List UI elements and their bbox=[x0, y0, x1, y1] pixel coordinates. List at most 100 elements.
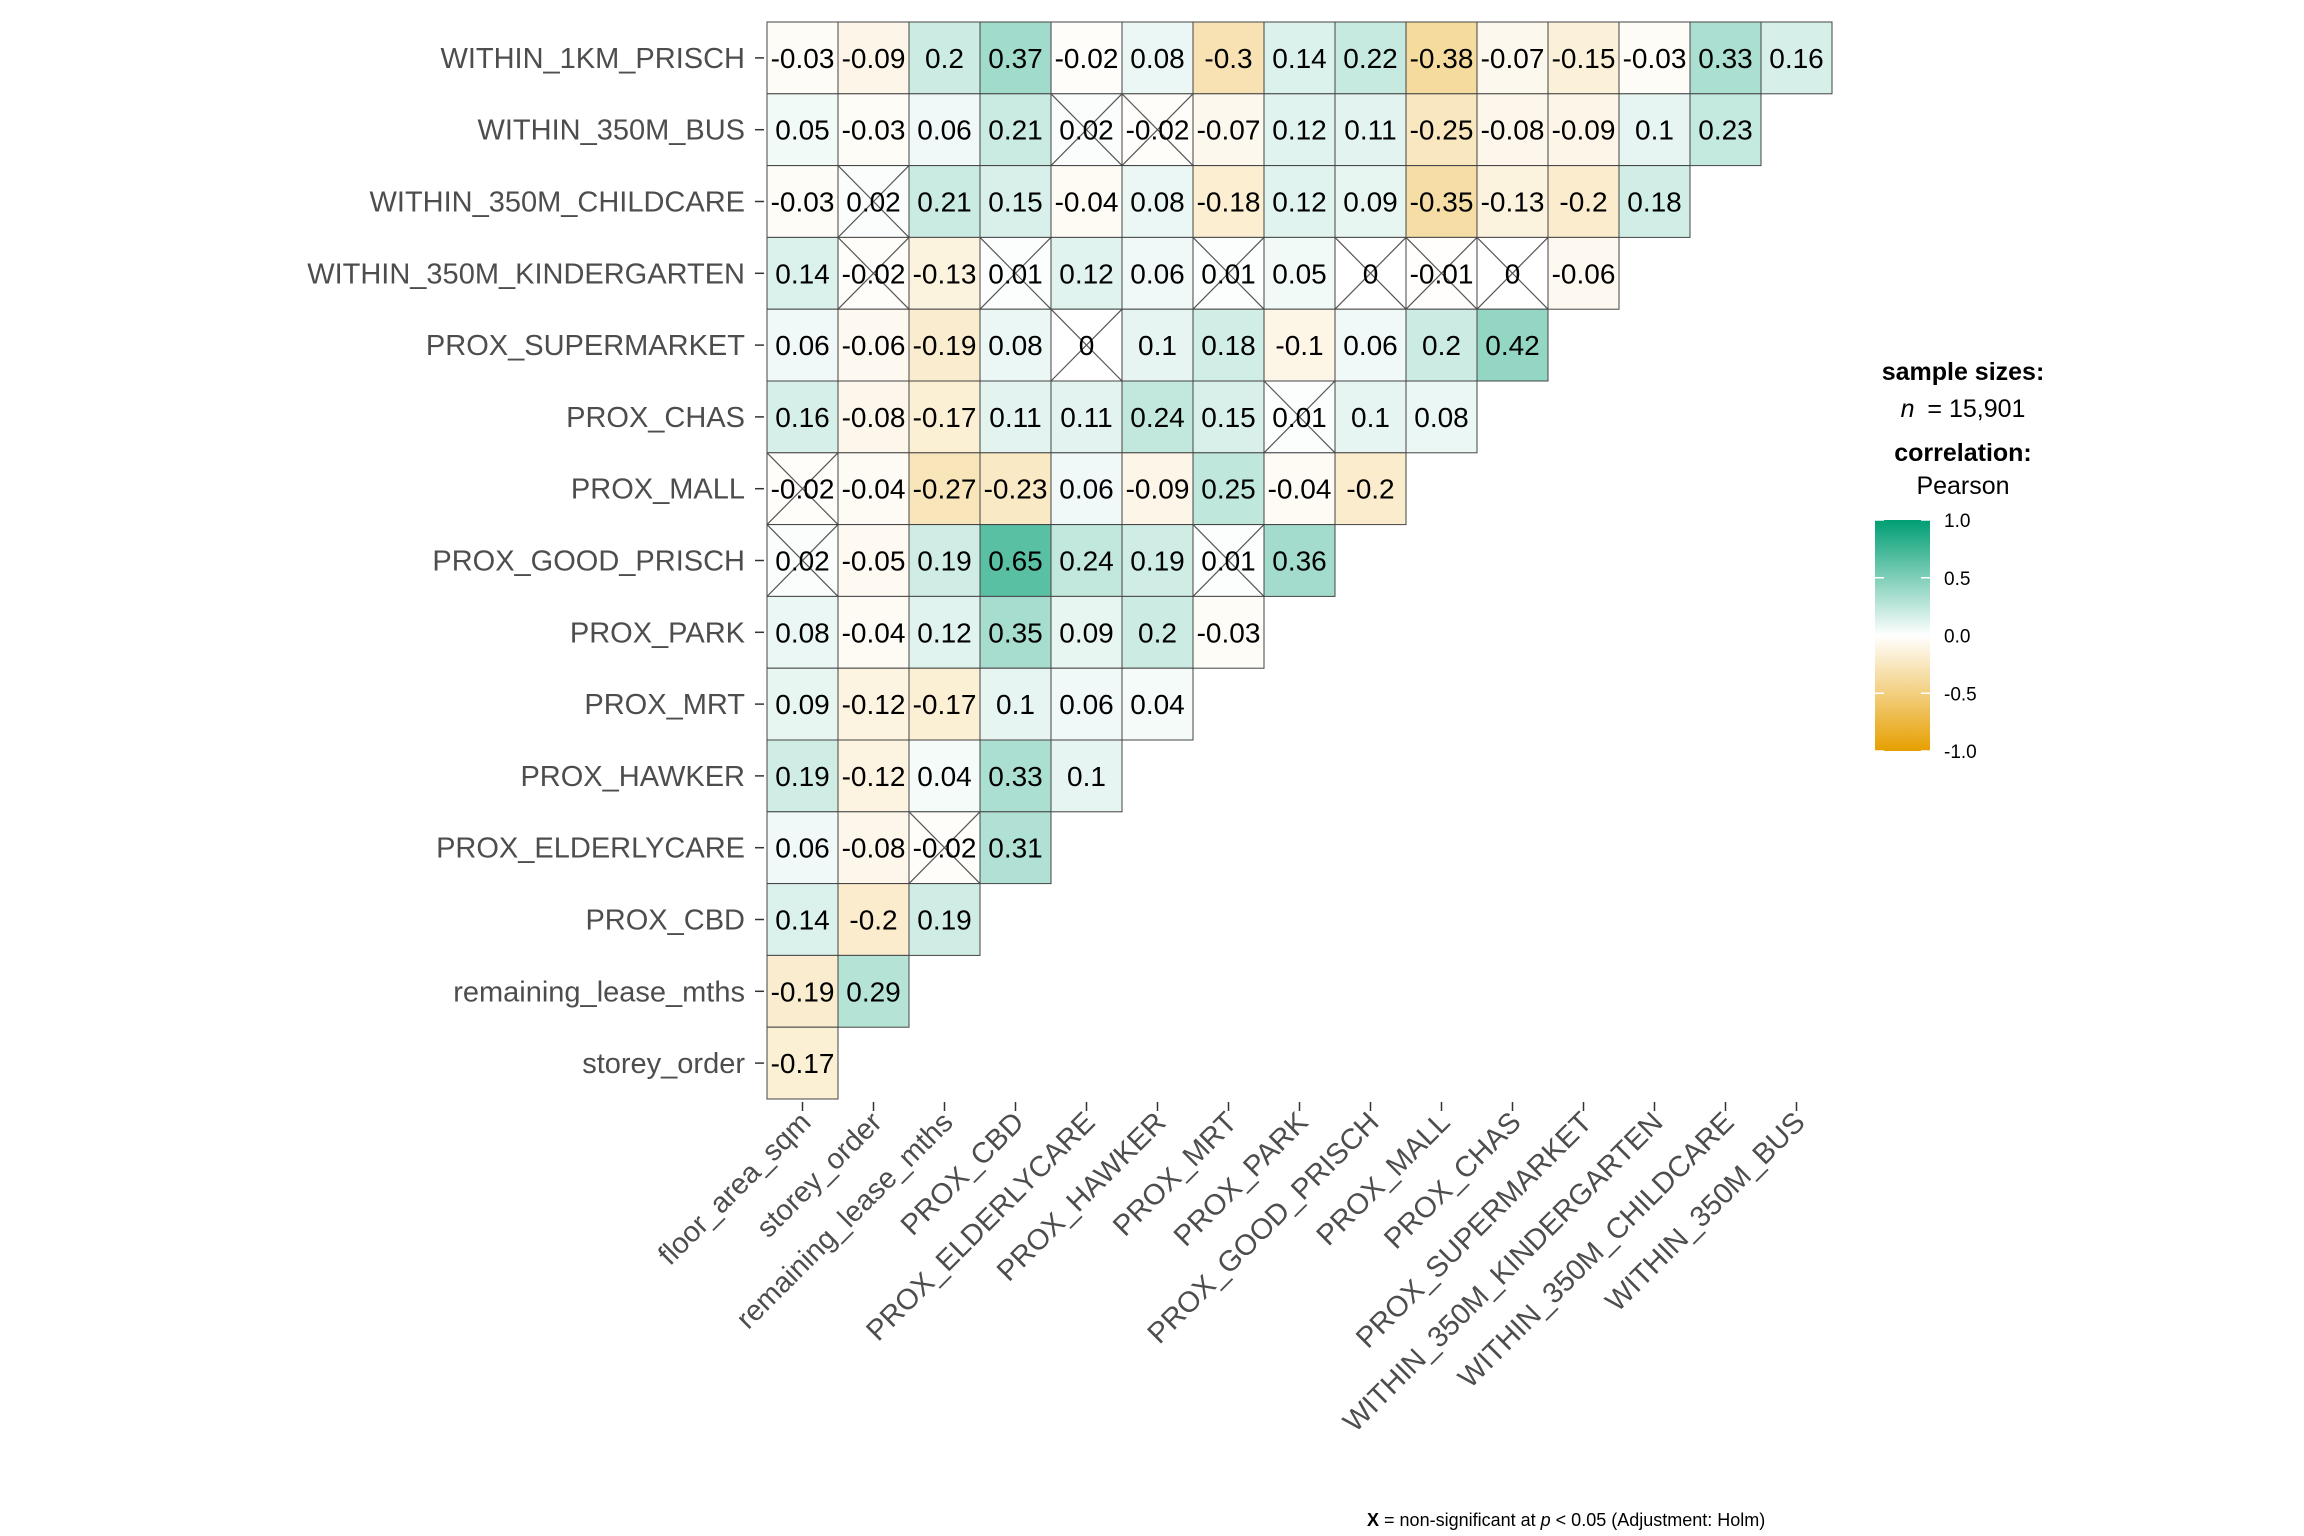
cell-value-label: 0.02 bbox=[846, 187, 901, 218]
cell-tile bbox=[1121, 236, 1194, 310]
heatmap-cell: 0.04 bbox=[1121, 667, 1194, 741]
heatmap-cell: -0.04 bbox=[837, 595, 910, 669]
heatmap-cell: 0.16 bbox=[766, 380, 839, 454]
cell-value-label: 0.08 bbox=[1130, 187, 1185, 218]
heatmap-cell: -0.19 bbox=[766, 954, 839, 1028]
cell-value-label: 0.04 bbox=[917, 761, 972, 792]
y-tick-label: PROX_PARK bbox=[570, 617, 746, 649]
cell-value-label: -0.2 bbox=[1559, 187, 1607, 218]
heatmap-cell: 0.23 bbox=[1689, 93, 1762, 167]
heatmap-cell: 0.06 bbox=[1050, 667, 1123, 741]
cell-tile bbox=[908, 667, 981, 741]
nonsig-cross-line bbox=[1405, 236, 1478, 310]
heatmap-cell: -0.03 bbox=[837, 93, 910, 167]
heatmap-cell: -0.03 bbox=[1192, 595, 1265, 669]
heatmap-cell: 0.06 bbox=[1050, 452, 1123, 526]
heatmap-cell: 0.24 bbox=[1050, 524, 1123, 597]
heatmap-cell: 0 bbox=[1334, 236, 1407, 310]
cell-value-label: -0.35 bbox=[1410, 187, 1474, 218]
heatmap-cell: -0.19 bbox=[908, 308, 981, 382]
cell-value-label: 0.1 bbox=[996, 689, 1035, 720]
cell-value-label: 0.12 bbox=[1272, 115, 1327, 146]
cell-tile bbox=[1121, 21, 1194, 95]
heatmap-cell: -0.2 bbox=[1334, 452, 1407, 526]
cell-value-label: 0.2 bbox=[1138, 617, 1177, 648]
heatmap-cell: -0.09 bbox=[1547, 93, 1620, 167]
cell-value-label: 0.19 bbox=[775, 761, 830, 792]
cell-value-label: -0.03 bbox=[842, 115, 906, 146]
cell-tile bbox=[979, 165, 1052, 238]
cell-value-label: 0.11 bbox=[1060, 402, 1112, 433]
cell-value-label: 0.06 bbox=[775, 330, 830, 361]
heatmap-cell: 0.18 bbox=[1618, 165, 1691, 238]
cell-value-label: 0.06 bbox=[917, 115, 972, 146]
cell-tile bbox=[908, 308, 981, 382]
heatmap-cell: 0.08 bbox=[1405, 380, 1478, 454]
heatmap-cell: 0.33 bbox=[1689, 21, 1762, 95]
heatmap-cell: 0.29 bbox=[837, 954, 910, 1028]
cell-tile bbox=[908, 93, 981, 167]
cell-value-label: -0.02 bbox=[1055, 43, 1119, 74]
cell-value-label: 0.09 bbox=[1343, 187, 1398, 218]
heatmap-cell: 0.21 bbox=[908, 165, 981, 238]
legend-sample-title: sample sizes: bbox=[1882, 358, 2045, 386]
heatmap-cell: -0.07 bbox=[1476, 21, 1549, 95]
colorbar-tick-label: -1.0 bbox=[1944, 742, 1977, 763]
heatmap-cell: -0.15 bbox=[1547, 21, 1620, 95]
y-tick-label: PROX_HAWKER bbox=[520, 761, 745, 793]
y-tick-label: WITHIN_350M_BUS bbox=[477, 115, 745, 147]
cell-value-label: 0.01 bbox=[1201, 546, 1256, 577]
heatmap-cell: -0.09 bbox=[1121, 452, 1194, 526]
cell-value-label: 0.06 bbox=[1059, 689, 1114, 720]
cell-value-label: 0.65 bbox=[988, 546, 1043, 577]
cell-tile bbox=[1121, 380, 1194, 454]
cell-value-label: 0.19 bbox=[917, 546, 972, 577]
cell-tile bbox=[837, 811, 910, 885]
heatmap-cell: 0.1 bbox=[1121, 308, 1194, 382]
cell-value-label: -0.19 bbox=[771, 976, 835, 1007]
cell-value-label: -0.15 bbox=[1552, 43, 1616, 74]
heatmap-cell: 0.12 bbox=[1263, 165, 1336, 238]
cell-tile bbox=[1618, 93, 1691, 167]
heatmap-cell: 0.05 bbox=[766, 93, 839, 167]
cell-value-label: -0.02 bbox=[913, 833, 977, 864]
cell-value-label: -0.08 bbox=[842, 833, 906, 864]
caption-p: p bbox=[1540, 1510, 1551, 1530]
cell-tile bbox=[1547, 21, 1620, 95]
significance-caption: X = non-significant at p < 0.05 (Adjustm… bbox=[1367, 1510, 1765, 1530]
heatmap-cell: -0.04 bbox=[1263, 452, 1336, 526]
cell-value-label: 0.06 bbox=[1343, 330, 1398, 361]
cell-tile bbox=[766, 236, 839, 310]
cell-value-label: 0.01 bbox=[1272, 402, 1327, 433]
nonsig-cross-line bbox=[908, 811, 981, 885]
nonsig-cross-line bbox=[837, 165, 910, 238]
cell-tile bbox=[908, 236, 981, 310]
cell-value-label: 0.19 bbox=[917, 905, 972, 936]
heatmap-cell: 0.12 bbox=[908, 595, 981, 669]
cell-value-label: -0.04 bbox=[1268, 474, 1332, 505]
heatmap-cell: -0.25 bbox=[1405, 93, 1478, 167]
heatmap-cell: 0.08 bbox=[979, 308, 1052, 382]
heatmap-cell: 0.04 bbox=[908, 739, 981, 813]
heatmap-cell: -0.23 bbox=[979, 452, 1052, 526]
heatmap-cell: 0.1 bbox=[1334, 380, 1407, 454]
cell-tile bbox=[1192, 308, 1265, 382]
nonsig-cross-line bbox=[1263, 380, 1336, 454]
cell-tile bbox=[1334, 452, 1407, 526]
heatmap-cell: 0.02 bbox=[1050, 93, 1123, 167]
nonsig-cross-line bbox=[766, 524, 839, 597]
cell-value-label: 0.1 bbox=[1138, 330, 1177, 361]
cell-value-label: 0.14 bbox=[1272, 43, 1327, 74]
cell-tile bbox=[1263, 524, 1336, 597]
cell-tile bbox=[837, 93, 910, 167]
cell-tile bbox=[979, 595, 1052, 669]
cell-value-label: 0.18 bbox=[1627, 187, 1682, 218]
heatmap-cell: 0.2 bbox=[908, 21, 981, 95]
cell-tile bbox=[1192, 165, 1265, 238]
colorbar bbox=[1875, 520, 1930, 751]
cell-value-label: 0.31 bbox=[988, 833, 1043, 864]
nonsig-cross-line bbox=[979, 236, 1052, 310]
cell-tile bbox=[1121, 165, 1194, 238]
cell-value-label: -0.07 bbox=[1197, 115, 1261, 146]
cell-value-label: 0.42 bbox=[1485, 330, 1540, 361]
